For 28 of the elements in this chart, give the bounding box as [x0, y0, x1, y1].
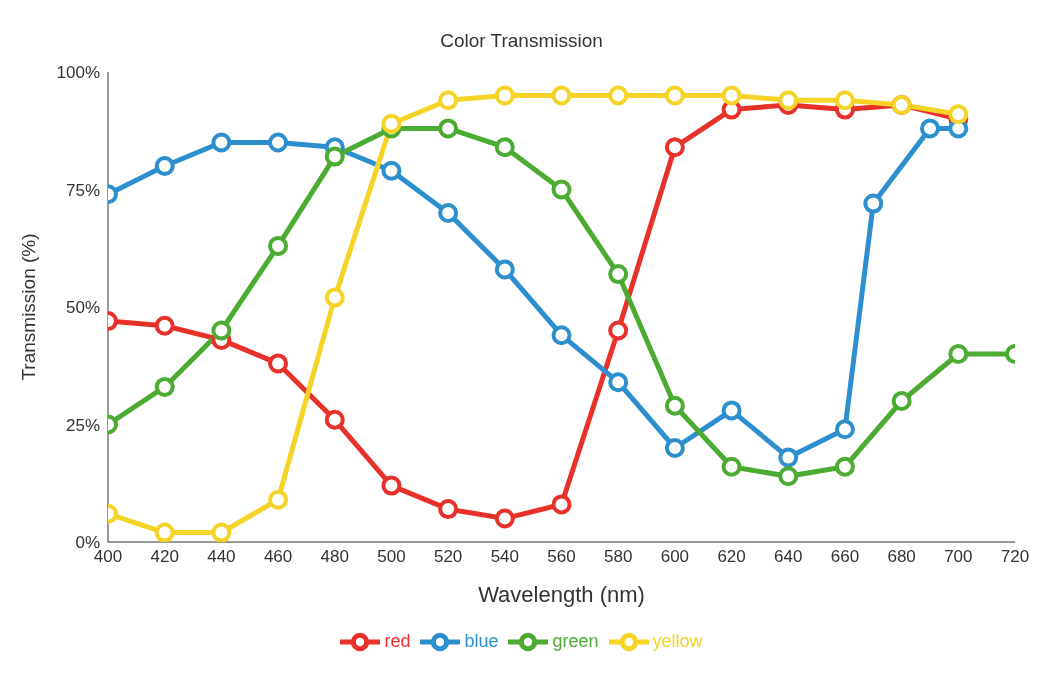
x-tick-label: 680: [887, 547, 916, 567]
x-tick-label: 660: [830, 547, 860, 567]
y-tick-label: 25%: [65, 415, 100, 435]
x-tick-label: 560: [547, 547, 576, 567]
legend-label: green: [552, 630, 599, 651]
chart-title: Color Transmission: [439, 29, 604, 52]
x-axis-title: Wavelength (nm): [478, 582, 645, 607]
y-tick-label: 50%: [65, 298, 100, 318]
legend-label: yellow: [652, 630, 703, 651]
x-tick-label: 460: [263, 547, 293, 567]
legend-label: blue: [464, 630, 499, 651]
x-tick-label: 540: [490, 547, 519, 567]
x-tick-label: 520: [433, 547, 463, 567]
y-tick-label: 75%: [65, 180, 100, 200]
x-tick-label: 400: [93, 547, 123, 567]
x-tick-label: 600: [660, 547, 690, 567]
x-tick-label: 480: [320, 547, 349, 567]
x-tick-label: 420: [150, 547, 179, 567]
x-tick-label: 640: [774, 547, 803, 567]
x-tick-label: 620: [717, 547, 746, 567]
x-tick-label: 580: [604, 547, 633, 567]
x-tick-label: 700: [944, 547, 973, 567]
y-tick-label: 100%: [56, 63, 100, 83]
x-tick-label: 440: [207, 547, 236, 567]
y-axis-title: Transmission (%): [17, 233, 39, 381]
legend-label: red: [384, 630, 411, 651]
x-tick-label: 500: [377, 547, 406, 567]
x-tick-label: 720: [1000, 547, 1030, 567]
